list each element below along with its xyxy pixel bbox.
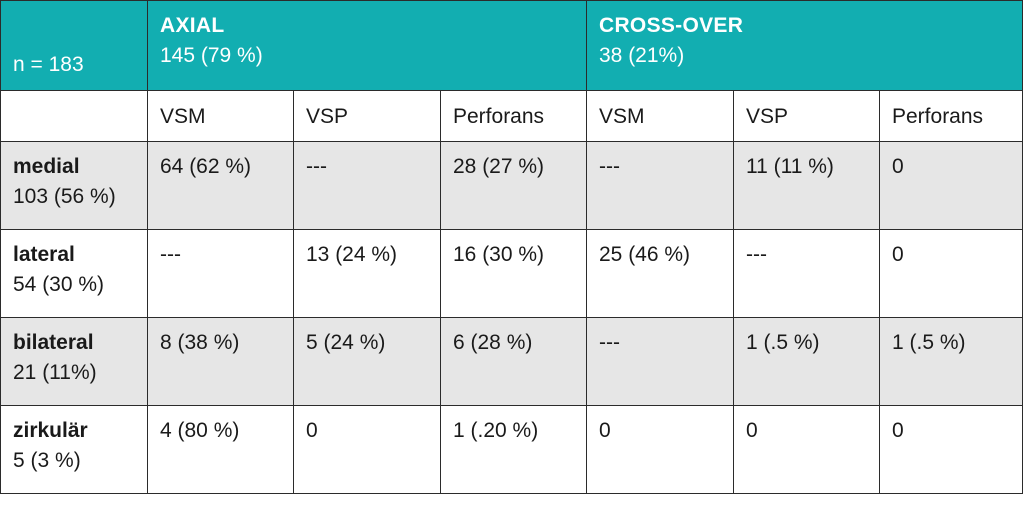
table-cell: 1 (.5 %) (878, 317, 1024, 406)
table-cell: 5 (24 %) (293, 317, 441, 406)
table-row-lateral: lateral 54 (30 %) --- 13 (24 %) 16 (30 %… (0, 229, 1024, 318)
row-count: 5 (3 %) (13, 449, 81, 472)
subheader-cell: VSP (293, 90, 441, 142)
table-cell: 28 (27 %) (440, 141, 587, 230)
row-header-cell: medial 103 (56 %) (0, 141, 148, 230)
table-cell: 0 (586, 405, 734, 494)
table-cell: 13 (24 %) (293, 229, 441, 318)
row-label: medial (13, 155, 80, 178)
table-cell: --- (586, 317, 734, 406)
table-cell: 8 (38 %) (147, 317, 294, 406)
row-header-cell: bilateral 21 (11%) (0, 317, 148, 406)
group-count-cross-over: 38 (21%) (599, 44, 685, 67)
row-label: zirkulär (13, 419, 88, 442)
table-cell: 64 (62 %) (147, 141, 294, 230)
row-count: 21 (11%) (13, 361, 97, 384)
subheader-cell: VSM (147, 90, 294, 142)
sample-size-cell: n = 183 (0, 0, 148, 91)
table-cell: 25 (46 %) (586, 229, 734, 318)
table-cell: 1 (.20 %) (440, 405, 587, 494)
table-row-zirkular: zirkulär 5 (3 %) 4 (80 %) 0 1 (.20 %) 0 … (0, 405, 1024, 494)
group-title-axial: AXIAL (160, 14, 225, 37)
table-subheader-row: VSM VSP Perforans VSM VSP Perforans (0, 90, 1024, 142)
sample-size-label: n = 183 (13, 53, 84, 76)
table-cell: 4 (80 %) (147, 405, 294, 494)
table-cell: 0 (878, 405, 1024, 494)
table-cell: 0 (293, 405, 441, 494)
row-count: 103 (56 %) (13, 185, 116, 208)
results-table: n = 183 AXIAL 145 (79 %) CROSS-OVER 38 (… (0, 0, 1024, 494)
group-title-cross-over: CROSS-OVER (599, 14, 744, 37)
group-header-axial: AXIAL 145 (79 %) (147, 0, 587, 91)
results-table-container: n = 183 AXIAL 145 (79 %) CROSS-OVER 38 (… (0, 0, 1024, 494)
table-cell: 1 (.5 %) (733, 317, 880, 406)
table-row-bilateral: bilateral 21 (11%) 8 (38 %) 5 (24 %) 6 (… (0, 317, 1024, 406)
table-cell: 0 (733, 405, 880, 494)
group-count-axial: 145 (79 %) (160, 44, 263, 67)
table-cell: 6 (28 %) (440, 317, 587, 406)
table-cell: 11 (11 %) (733, 141, 880, 230)
table-header-row: n = 183 AXIAL 145 (79 %) CROSS-OVER 38 (… (0, 0, 1024, 91)
subheader-cell: Perforans (878, 90, 1024, 142)
table-cell: 0 (878, 141, 1024, 230)
row-count: 54 (30 %) (13, 273, 105, 296)
table-cell: 0 (878, 229, 1024, 318)
subheader-empty-cell (0, 90, 148, 142)
row-label: bilateral (13, 331, 94, 354)
subheader-cell: VSM (586, 90, 734, 142)
subheader-cell: VSP (733, 90, 880, 142)
row-header-cell: lateral 54 (30 %) (0, 229, 148, 318)
group-header-cross-over: CROSS-OVER 38 (21%) (585, 0, 1024, 91)
table-cell: 16 (30 %) (440, 229, 587, 318)
row-label: lateral (13, 243, 75, 266)
table-cell: --- (147, 229, 294, 318)
table-cell: --- (586, 141, 734, 230)
table-row-medial: medial 103 (56 %) 64 (62 %) --- 28 (27 %… (0, 141, 1024, 230)
table-cell: --- (293, 141, 441, 230)
subheader-cell: Perforans (440, 90, 587, 142)
table-cell: --- (733, 229, 880, 318)
row-header-cell: zirkulär 5 (3 %) (0, 405, 148, 494)
